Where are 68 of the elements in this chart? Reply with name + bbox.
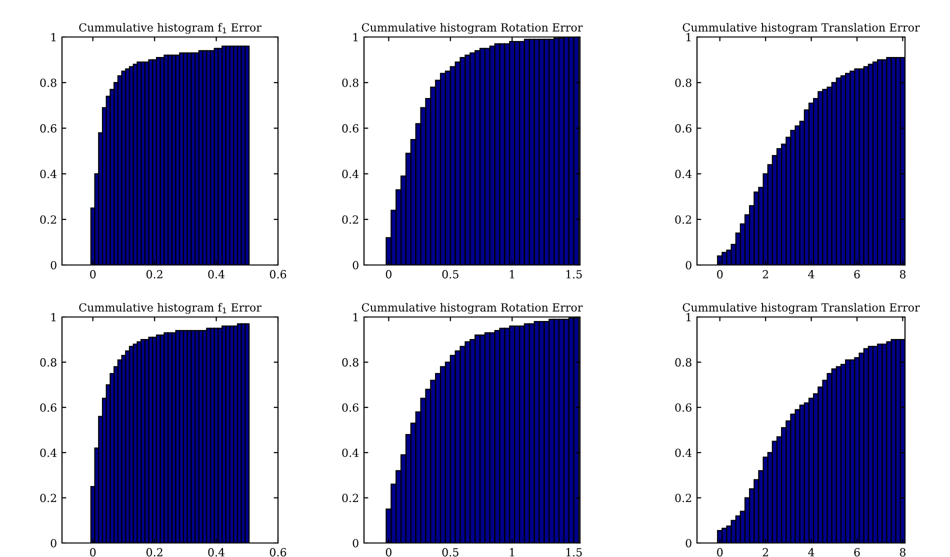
y-tick-label: 0	[50, 260, 56, 270]
y-tick-label: 0.2	[675, 494, 692, 502]
y-tick-label: 1	[686, 32, 691, 42]
y-tick-label: 0.4	[342, 170, 359, 178]
chart-title: Cummulative histogram f$_{1}$ Error	[79, 303, 262, 314]
x-tick-label: 0.2	[146, 548, 162, 556]
x-tick-label: 0.6	[270, 548, 286, 556]
x-tick-label: 0	[90, 548, 96, 556]
x-tick-label: 2	[762, 548, 768, 556]
y-tick-label: 1	[353, 312, 358, 322]
y-tick-label: 0.6	[40, 403, 56, 412]
y-tick-label: 0	[686, 538, 692, 548]
x-tick-label: 1	[510, 548, 514, 556]
y-tick-label: 0.8	[675, 78, 692, 87]
x-tick-label: 0.4	[208, 270, 225, 278]
x-tick-label: 0	[386, 270, 392, 278]
y-tick-label: 0.6	[675, 124, 692, 133]
y-tick-label: 0.2	[675, 215, 692, 224]
y-tick-label: 1	[353, 32, 358, 42]
x-tick-label: 4	[808, 548, 814, 556]
x-tick-label: 0	[90, 270, 96, 278]
y-tick-label: 1	[686, 312, 691, 322]
x-tick-label: 0.5	[442, 270, 458, 278]
x-tick-label: 0.2	[146, 270, 162, 278]
y-tick-label: 0.8	[40, 78, 56, 87]
y-tick-label: 0	[352, 260, 358, 270]
x-tick-label: 6	[854, 270, 860, 278]
x-tick-label: 1	[510, 270, 514, 278]
x-tick-label: 2	[762, 270, 768, 278]
y-tick-label: 0.4	[342, 448, 359, 457]
x-tick-label: 8	[900, 270, 906, 278]
x-tick-label: 4	[808, 270, 814, 278]
y-tick-label: 0.6	[675, 403, 692, 412]
x-tick-label: 1.5	[566, 548, 582, 556]
y-tick-label: 0.6	[342, 124, 358, 133]
x-tick-label: 0	[717, 270, 723, 278]
y-tick-label: 0.6	[40, 124, 56, 133]
chart-title: Cummulative histogram f$_{1}$ Error	[79, 23, 262, 34]
y-tick-label: 1	[51, 32, 56, 42]
y-tick-label: 0.8	[342, 358, 358, 367]
y-tick-label: 0.2	[342, 215, 358, 224]
chart-title: Cummulative histogram Rotation Error	[362, 23, 583, 34]
chart-title: Cummulative histogram Translation Error	[682, 23, 920, 34]
x-tick-label: 0	[717, 548, 723, 556]
y-tick-label: 0.4	[675, 448, 692, 457]
y-tick-label: 1	[51, 312, 56, 322]
x-tick-label: 0.4	[208, 548, 225, 556]
y-tick-label: 0.2	[40, 215, 56, 224]
chart-title: Cummulative histogram Rotation Error	[362, 303, 583, 314]
y-tick-label: 0.2	[342, 494, 358, 502]
y-tick-label: 0	[50, 538, 56, 548]
x-tick-label: 0	[386, 548, 392, 556]
x-tick-label: 1.5	[566, 270, 582, 278]
x-tick-label: 6	[854, 548, 860, 556]
x-tick-label: 0.5	[442, 548, 458, 556]
chart-title: Cummulative histogram Translation Error	[682, 303, 920, 314]
y-tick-label: 0.4	[675, 170, 692, 178]
y-tick-label: 0.2	[40, 494, 56, 502]
y-tick-label: 0	[686, 260, 692, 270]
y-tick-label: 0.8	[342, 78, 358, 87]
y-tick-label: 0.8	[675, 358, 692, 367]
y-tick-label: 0.4	[40, 170, 57, 178]
y-tick-label: 0.4	[40, 448, 57, 457]
x-tick-label: 0.6	[270, 270, 286, 278]
x-tick-label: 8	[900, 548, 906, 556]
y-tick-label: 0	[352, 538, 358, 548]
y-tick-label: 0.8	[40, 358, 56, 367]
y-tick-label: 0.6	[342, 403, 358, 412]
